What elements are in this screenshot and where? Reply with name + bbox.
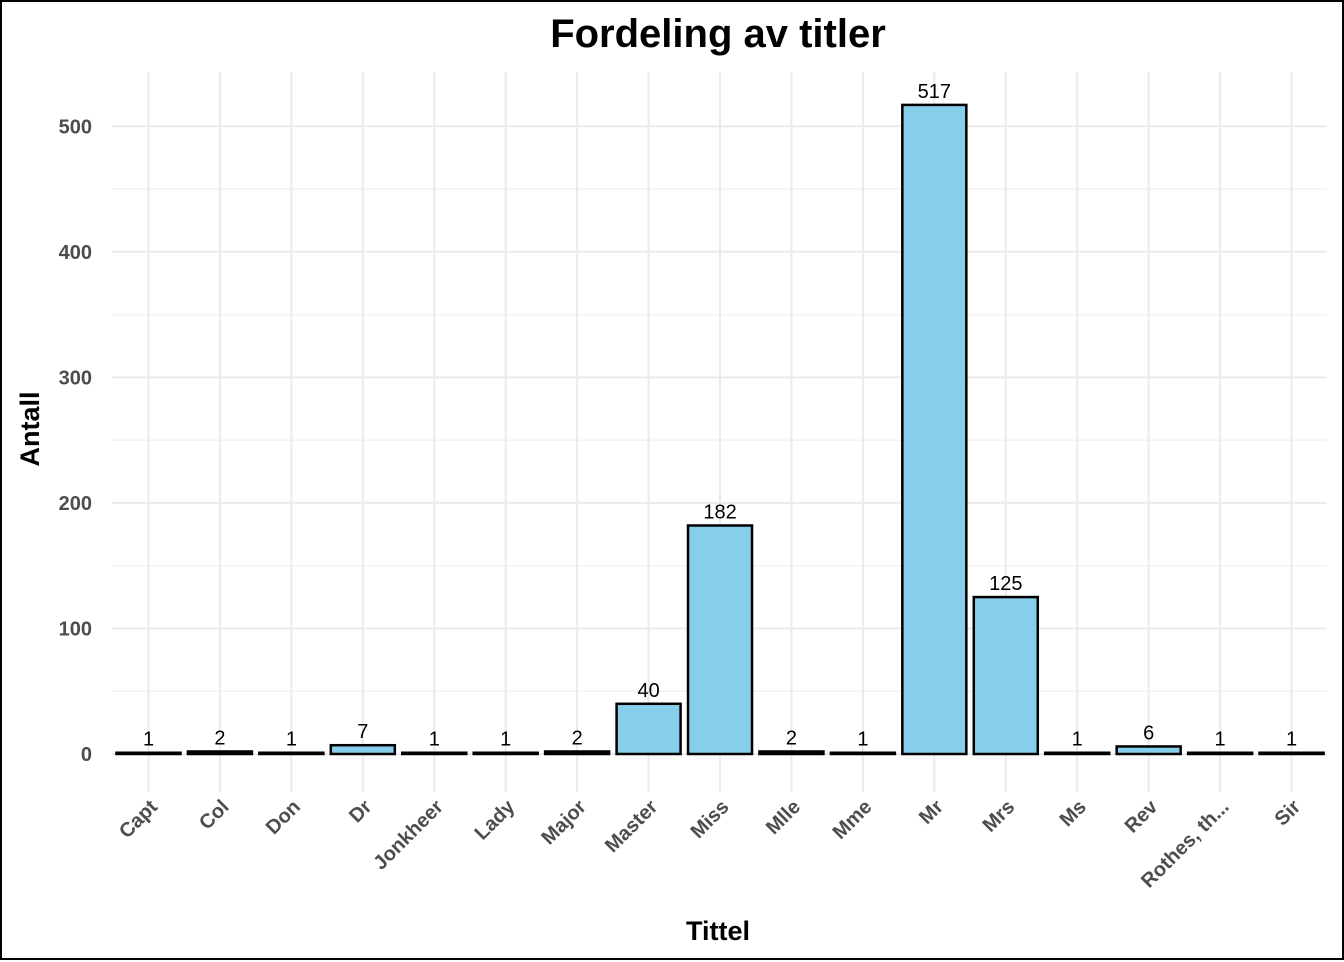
chart-title: Fordeling av titler xyxy=(550,12,886,56)
y-tick-label: 400 xyxy=(59,242,92,264)
y-axis-title: Antall xyxy=(15,391,45,466)
bar xyxy=(686,524,754,756)
data-label: 517 xyxy=(918,81,951,103)
data-label: 40 xyxy=(637,680,659,702)
x-tick-label: Master xyxy=(601,796,662,857)
y-tick-label: 500 xyxy=(59,116,92,138)
bar xyxy=(829,751,897,756)
data-label: 2 xyxy=(786,727,797,749)
data-label: 1 xyxy=(1286,729,1297,751)
bar xyxy=(186,750,254,756)
x-tick-label: Col xyxy=(195,796,233,834)
y-tick-labels: 0 100 200 300 400 500 xyxy=(59,116,92,766)
data-label: 1 xyxy=(286,729,297,751)
bar xyxy=(401,751,468,756)
x-tick-label: Mrs xyxy=(979,796,1020,837)
data-label: 1 xyxy=(1072,729,1083,751)
x-tick-label: Mlle xyxy=(762,796,805,839)
x-tick-label: Jonkheer xyxy=(369,796,448,875)
data-label: 2 xyxy=(214,727,225,749)
x-tick-label: Ms xyxy=(1056,796,1091,831)
data-label: 7 xyxy=(357,721,368,743)
x-tick-label: Major xyxy=(537,796,590,849)
bar xyxy=(1043,751,1111,756)
x-tick-label: Mme xyxy=(829,796,877,844)
x-tick-label: Miss xyxy=(687,796,734,843)
bar xyxy=(258,751,325,756)
bar xyxy=(115,751,182,756)
y-tick-label: 0 xyxy=(81,744,92,766)
bar xyxy=(1186,751,1254,756)
bar xyxy=(901,103,968,756)
bar xyxy=(758,750,825,756)
data-label: 125 xyxy=(989,573,1022,595)
bar xyxy=(615,702,682,756)
bar xyxy=(972,595,1040,756)
x-tick-label: Sir xyxy=(1271,796,1306,831)
data-label: 2 xyxy=(572,727,583,749)
data-label: 1 xyxy=(500,729,511,751)
data-label: 1 xyxy=(857,729,868,751)
x-tick-label: Mr xyxy=(915,796,948,829)
bar xyxy=(543,750,611,756)
x-tick-label: Lady xyxy=(471,795,520,844)
x-axis-title: Tittel xyxy=(686,916,750,946)
data-label: 1 xyxy=(1215,729,1226,751)
data-label: 182 xyxy=(703,501,736,523)
y-tick-label: 200 xyxy=(59,493,92,515)
bar xyxy=(1115,745,1182,756)
x-tick-label: Dr xyxy=(345,796,376,827)
y-tick-label: 100 xyxy=(59,618,92,640)
data-label: 6 xyxy=(1143,722,1154,744)
bar xyxy=(329,743,397,756)
bar xyxy=(1258,751,1325,756)
bars-layer xyxy=(115,103,1325,756)
x-tick-label: Don xyxy=(262,796,305,839)
y-tick-label: 300 xyxy=(59,367,92,389)
x-tick-label: Capt xyxy=(115,796,162,843)
data-label: 1 xyxy=(429,729,440,751)
data-label: 1 xyxy=(143,729,154,751)
bar xyxy=(472,751,539,756)
x-tick-label: Rev xyxy=(1121,795,1163,837)
